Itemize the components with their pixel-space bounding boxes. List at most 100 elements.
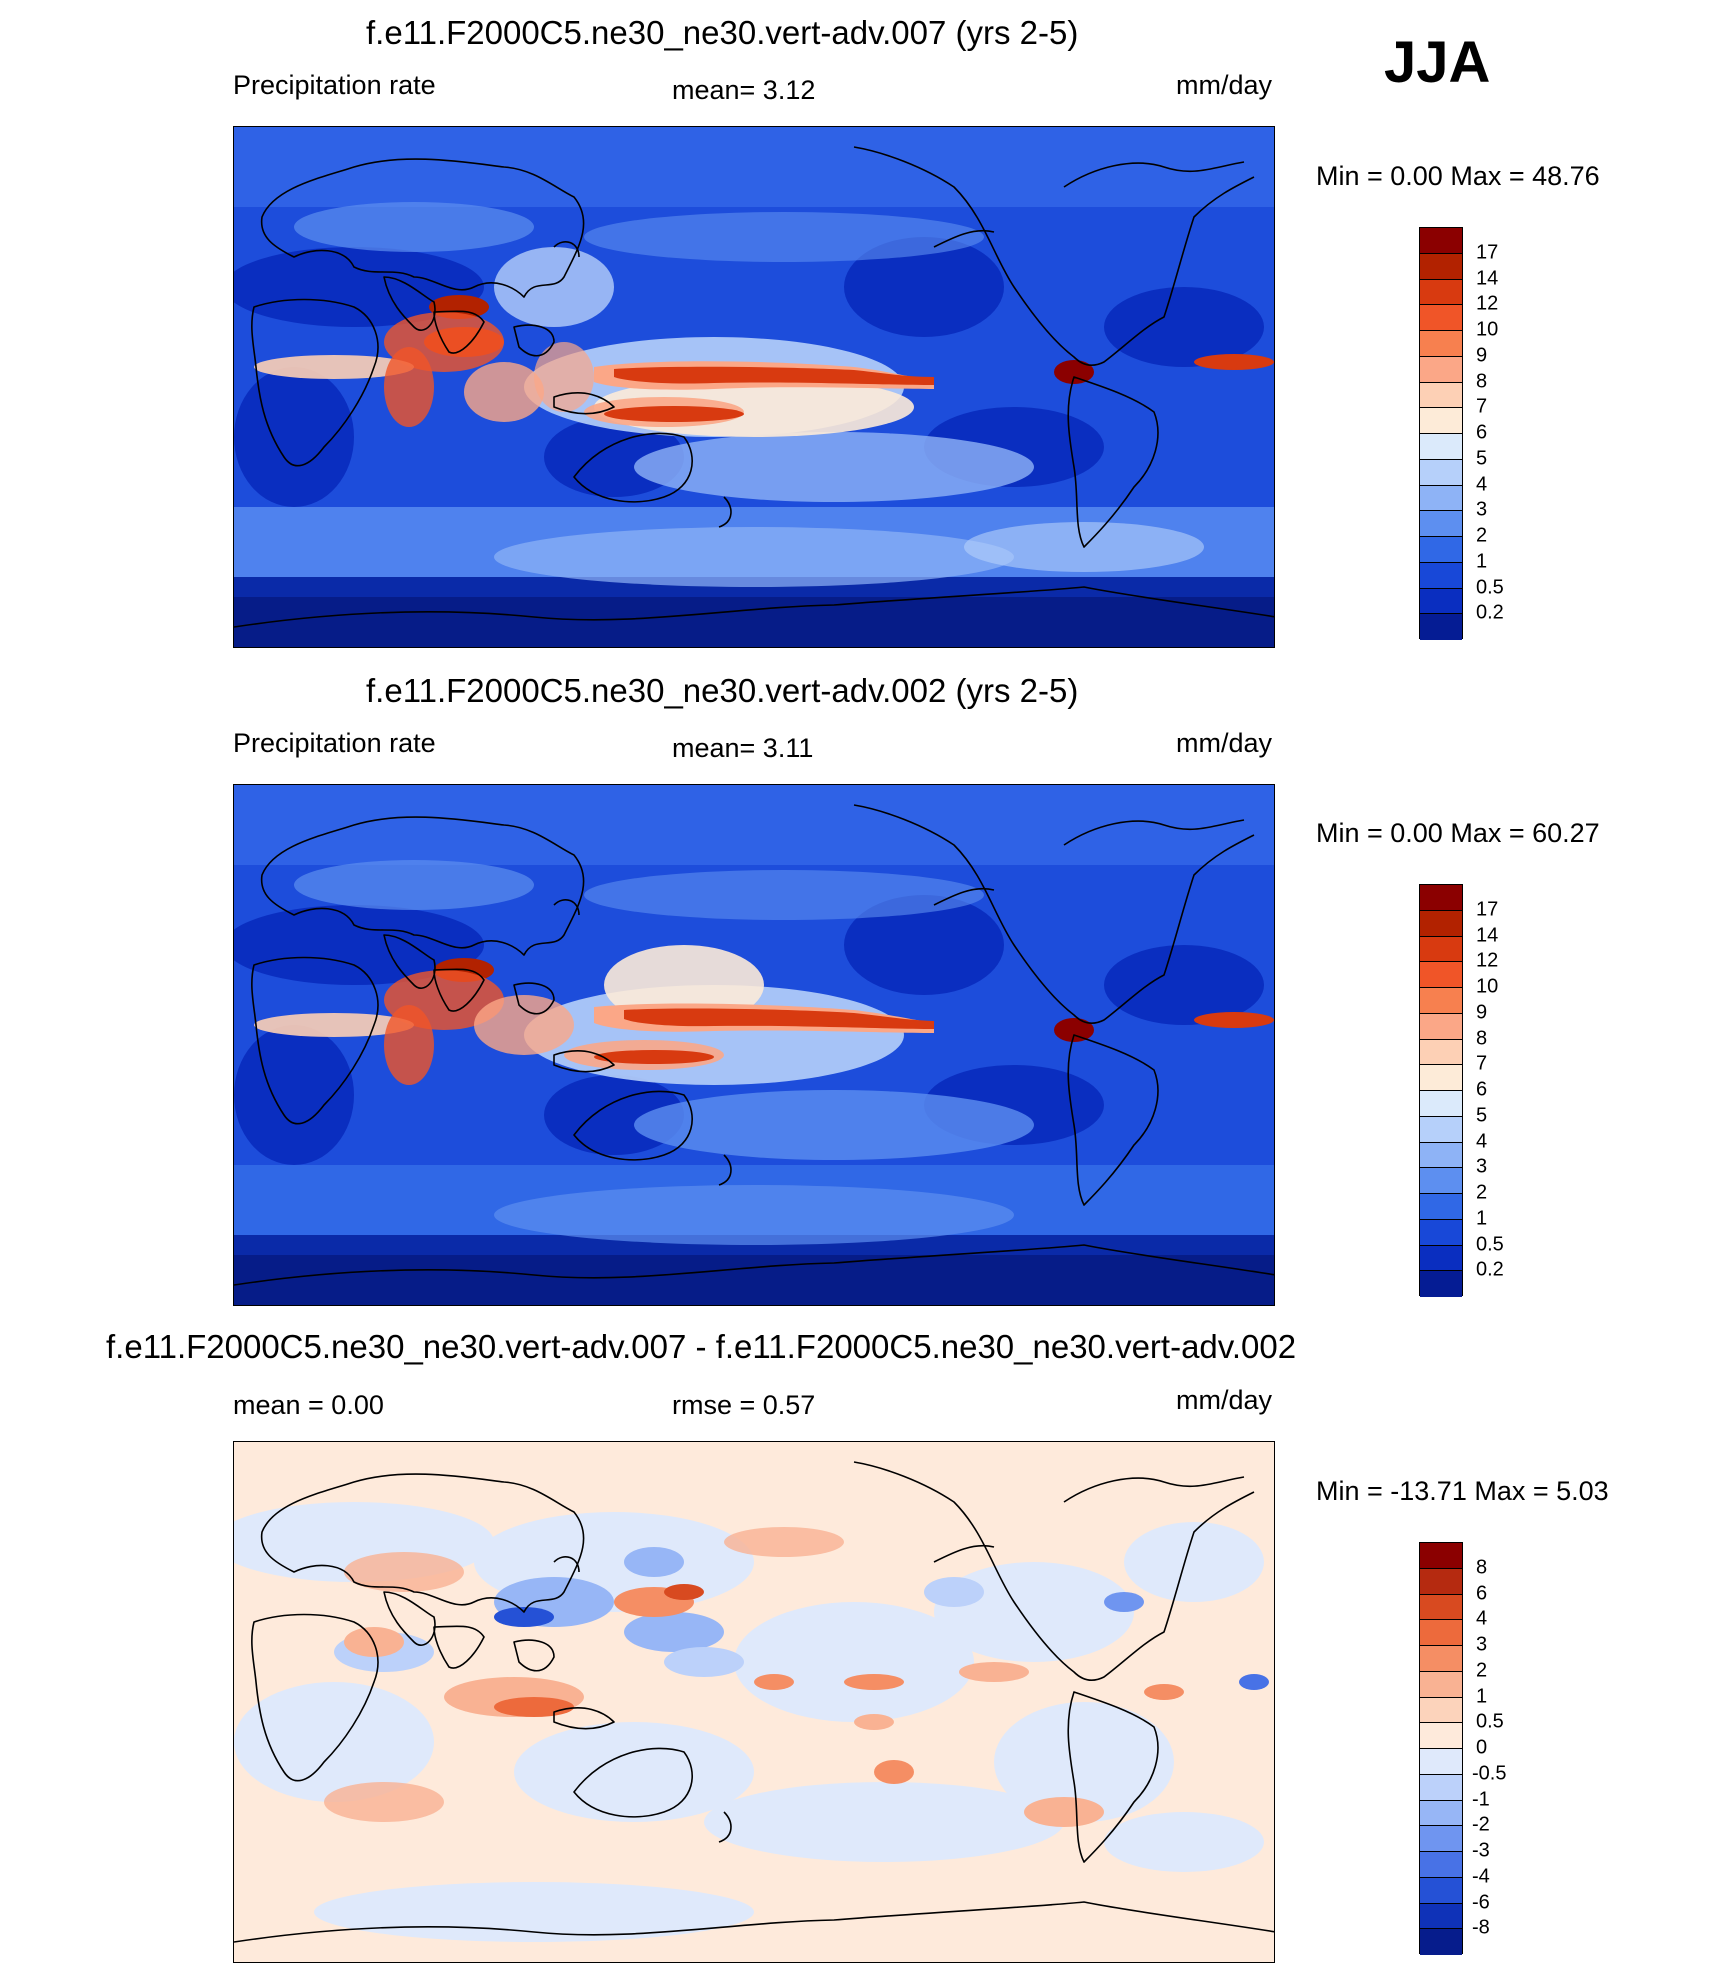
colorbar-segment xyxy=(1420,1013,1462,1040)
colorbar-tick-label: 8 xyxy=(1476,1027,1488,1049)
panel-3-rmse-label: rmse = 0.57 xyxy=(672,1390,816,1420)
colorbar-tick-label: -2 xyxy=(1472,1813,1490,1836)
colorbar-tick-label: 0.5 xyxy=(1476,1710,1504,1733)
colorbar-segment xyxy=(1420,1168,1462,1194)
colorbar-segment xyxy=(1420,1723,1462,1749)
colorbar-tick-label: 10 xyxy=(1476,975,1499,998)
panel-2-colorbar xyxy=(1419,884,1463,1297)
colorbar-tick-label: 2 xyxy=(1476,524,1488,547)
colorbar-segment xyxy=(1420,936,1462,963)
colorbar-segment xyxy=(1420,1194,1462,1220)
colorbar-tick-label: 6 xyxy=(1476,421,1488,444)
panel-3-mean-label: mean = 0.00 xyxy=(233,1390,384,1420)
colorbar-segment xyxy=(1420,614,1462,640)
colorbar-segment xyxy=(1420,1671,1462,1698)
colorbar-tick-label: 5 xyxy=(1476,1104,1488,1127)
panel-1-minmax-label: Min = 0.00 Max = 48.76 xyxy=(1316,161,1600,191)
colorbar-segment xyxy=(1420,1774,1462,1801)
panel-1-units-label: mm/day xyxy=(1176,70,1273,100)
panel-2-units-label: mm/day xyxy=(1176,728,1273,758)
colorbar-segment xyxy=(1420,1929,1462,1955)
colorbar-segment xyxy=(1420,1646,1462,1672)
colorbar-segment xyxy=(1420,1271,1462,1297)
colorbar-segment xyxy=(1420,253,1462,280)
colorbar-tick-label: 3 xyxy=(1476,498,1488,521)
colorbar-tick-label: -1 xyxy=(1472,1788,1490,1810)
colorbar-tick-label: 3 xyxy=(1476,1155,1488,1178)
colorbar-tick-label: 8 xyxy=(1476,1556,1488,1579)
colorbar-segment xyxy=(1420,485,1462,512)
colorbar-segment xyxy=(1420,1800,1462,1827)
colorbar-segment xyxy=(1420,356,1462,383)
colorbar-segment xyxy=(1420,1245,1462,1272)
colorbar-tick-label: 14 xyxy=(1476,267,1499,289)
panel-2-variable-label: Precipitation rate xyxy=(233,728,436,758)
season-label: JJA xyxy=(1384,30,1491,95)
colorbar-tick-label: 0.5 xyxy=(1476,576,1504,598)
colorbar-segment xyxy=(1420,1620,1462,1646)
colorbar-segment xyxy=(1420,1903,1462,1930)
colorbar-segment xyxy=(1420,962,1462,988)
colorbar-segment xyxy=(1420,279,1462,306)
colorbar-tick-label: -3 xyxy=(1472,1839,1490,1862)
colorbar-segment xyxy=(1420,511,1462,537)
colorbar-tick-label: 5 xyxy=(1476,447,1488,470)
colorbar-segment xyxy=(1420,382,1462,409)
colorbar-tick-label: 7 xyxy=(1476,395,1488,418)
colorbar-segment xyxy=(1420,1091,1462,1117)
colorbar-tick-label: 1 xyxy=(1476,550,1488,573)
panel-3-title: f.e11.F2000C5.ne30_ne30.vert-adv.007 - f… xyxy=(106,1328,1297,1365)
colorbar-tick-label: 8 xyxy=(1476,370,1488,392)
colorbar-segment xyxy=(1420,305,1462,331)
colorbar-segment xyxy=(1420,910,1462,937)
panel-2-map xyxy=(233,784,1275,1306)
colorbar-segment xyxy=(1420,885,1462,911)
colorbar-tick-label: 4 xyxy=(1476,1607,1488,1630)
colorbar-tick-label: 14 xyxy=(1476,924,1499,946)
colorbar-tick-label: 0.2 xyxy=(1476,601,1504,624)
panel-3-units-label: mm/day xyxy=(1176,1385,1273,1415)
colorbar-tick-label: 10 xyxy=(1476,318,1499,341)
colorbar-tick-label: 3 xyxy=(1476,1633,1488,1656)
colorbar-segment xyxy=(1420,1697,1462,1724)
colorbar-segment xyxy=(1420,1877,1462,1904)
panel-1-title: f.e11.F2000C5.ne30_ne30.vert-adv.007 (yr… xyxy=(366,14,1079,51)
colorbar-tick-label: 4 xyxy=(1476,1130,1488,1152)
panel-3-colorbar xyxy=(1419,1542,1463,1955)
colorbar-segment xyxy=(1420,1749,1462,1775)
panel-3-map xyxy=(233,1441,1275,1963)
colorbar-tick-label: 17 xyxy=(1476,241,1499,264)
colorbar-segment xyxy=(1420,1116,1462,1143)
panel-2-mean-label: mean= 3.11 xyxy=(672,733,814,763)
colorbar-tick-label: 1 xyxy=(1476,1685,1488,1707)
colorbar-segment xyxy=(1420,588,1462,615)
colorbar-tick-label: 4 xyxy=(1476,473,1488,495)
colorbar-segment xyxy=(1420,1039,1462,1066)
panel-1-map xyxy=(233,126,1275,648)
panel-3-minmax-label: Min = -13.71 Max = 5.03 xyxy=(1316,1476,1609,1506)
colorbar-tick-label: 0 xyxy=(1476,1736,1488,1759)
panel-1-mean-label: mean= 3.12 xyxy=(672,75,816,105)
colorbar-segment xyxy=(1420,1826,1462,1852)
colorbar-tick-label: 0.2 xyxy=(1476,1258,1504,1281)
colorbar-tick-label: 6 xyxy=(1476,1582,1488,1604)
colorbar-tick-label: -4 xyxy=(1472,1865,1490,1888)
colorbar-tick-label: 2 xyxy=(1476,1659,1488,1682)
colorbar-segment xyxy=(1420,1065,1462,1091)
colorbar-segment xyxy=(1420,1142,1462,1169)
colorbar-segment xyxy=(1420,228,1462,254)
panel-1-colorbar xyxy=(1419,227,1463,640)
colorbar-segment xyxy=(1420,562,1462,589)
colorbar-tick-label: 12 xyxy=(1476,292,1499,315)
panel-1-variable-label: Precipitation rate xyxy=(233,70,436,100)
colorbar-segment xyxy=(1420,988,1462,1014)
colorbar-tick-label: 17 xyxy=(1476,898,1499,921)
colorbar-segment xyxy=(1420,1568,1462,1595)
colorbar-tick-label: -0.5 xyxy=(1472,1762,1507,1785)
colorbar-segment xyxy=(1420,1594,1462,1621)
colorbar-tick-label: -8 xyxy=(1472,1916,1490,1939)
colorbar-segment xyxy=(1420,434,1462,460)
colorbar-tick-label: 12 xyxy=(1476,949,1499,972)
panel-2-minmax-label: Min = 0.00 Max = 60.27 xyxy=(1316,818,1600,848)
colorbar-tick-label: 0.5 xyxy=(1476,1233,1504,1255)
